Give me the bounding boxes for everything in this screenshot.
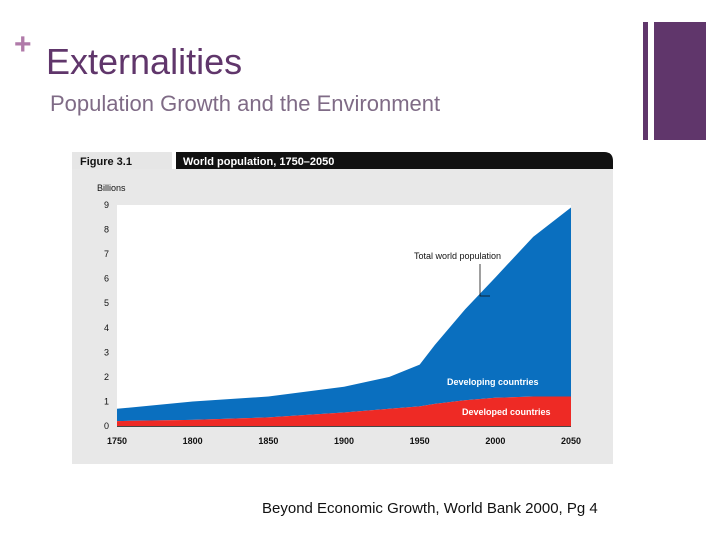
x-tick-label: 1950 xyxy=(410,436,430,446)
chart-title-bar xyxy=(176,152,613,169)
x-tick-label: 1750 xyxy=(107,436,127,446)
slide-title: Externalities xyxy=(46,41,243,82)
y-tick-label: 8 xyxy=(104,225,109,235)
figure-label-bg xyxy=(72,152,172,169)
decorative-bar-wide xyxy=(654,22,706,140)
total-population-leader xyxy=(479,264,490,297)
slide-subtitle: Population Growth and the Environment xyxy=(50,91,441,116)
decorative-bar-thin xyxy=(643,22,648,140)
y-tick-labels: 0 1 2 3 4 5 6 7 8 9 xyxy=(104,200,109,431)
y-tick-label: 9 xyxy=(104,200,109,210)
y-tick-label: 3 xyxy=(104,347,109,357)
developed-countries-label: Developed countries xyxy=(462,407,551,417)
source-caption: Beyond Economic Growth, World Bank 2000,… xyxy=(262,500,598,517)
y-tick-label: 6 xyxy=(104,274,109,284)
developing-countries-label: Developing countries xyxy=(447,377,539,387)
x-tick-label: 1800 xyxy=(183,436,203,446)
plus-icon: + xyxy=(14,28,32,61)
y-tick-label: 0 xyxy=(104,421,109,431)
figure-label: Figure 3.1 xyxy=(80,156,132,168)
x-tick-label: 2000 xyxy=(485,436,505,446)
y-tick-label: 4 xyxy=(104,323,109,333)
y-tick-label: 5 xyxy=(104,298,109,308)
x-tick-label: 1900 xyxy=(334,436,354,446)
x-tick-label: 1850 xyxy=(258,436,278,446)
y-tick-label: 2 xyxy=(104,372,109,382)
y-axis-label: Billions xyxy=(97,183,126,193)
y-tick-label: 7 xyxy=(104,249,109,259)
x-tick-labels: 1750 1800 1850 1900 1950 2000 2050 xyxy=(107,436,581,446)
y-tick-label: 1 xyxy=(104,396,109,406)
x-tick-label: 2050 xyxy=(561,436,581,446)
total-population-label: Total world population xyxy=(414,251,501,261)
chart-title: World population, 1750–2050 xyxy=(183,156,334,168)
developing-countries-area xyxy=(117,207,571,422)
developed-countries-area xyxy=(117,396,571,426)
